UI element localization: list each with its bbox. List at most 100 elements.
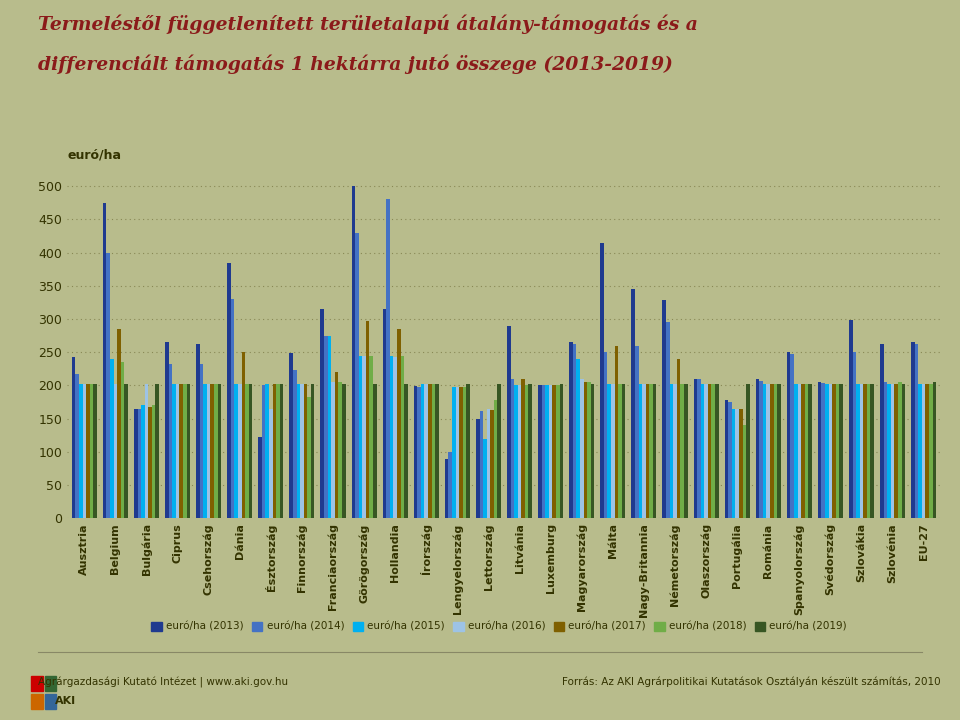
Bar <box>86 384 89 518</box>
Bar <box>642 384 646 518</box>
Bar <box>739 409 742 518</box>
Bar <box>590 384 594 518</box>
Bar <box>604 352 608 518</box>
Bar <box>662 300 666 518</box>
Bar <box>919 384 922 518</box>
Bar <box>141 405 145 518</box>
Bar <box>600 243 604 518</box>
Bar <box>756 379 759 518</box>
Bar <box>622 384 625 518</box>
Bar <box>145 384 148 518</box>
Bar <box>742 426 746 518</box>
Bar <box>210 384 214 518</box>
Bar <box>424 384 428 518</box>
Bar <box>134 409 137 518</box>
Bar <box>638 384 642 518</box>
Bar <box>653 384 657 518</box>
Bar <box>635 346 638 518</box>
Bar <box>925 384 929 518</box>
Bar <box>383 309 386 518</box>
Text: Forrás: Az AKI Agrárpolitikai Kutatások Osztályán készült számítás, 2010: Forrás: Az AKI Agrárpolitikai Kutatások … <box>563 677 941 688</box>
Bar <box>880 343 883 518</box>
Bar <box>932 382 936 518</box>
Bar <box>266 384 269 518</box>
Bar <box>31 676 42 691</box>
Bar <box>110 359 113 518</box>
Bar <box>238 384 242 518</box>
Bar <box>618 384 622 518</box>
Bar <box>666 323 670 518</box>
Bar <box>307 397 311 518</box>
Bar <box>573 344 576 518</box>
Bar <box>432 384 435 518</box>
Bar <box>787 352 790 518</box>
Bar <box>148 407 152 518</box>
Bar <box>684 384 687 518</box>
Bar <box>867 384 871 518</box>
Bar <box>156 384 159 518</box>
Bar <box>915 343 919 518</box>
Bar <box>176 384 180 518</box>
Bar <box>705 384 708 518</box>
Bar <box>735 409 739 518</box>
Bar <box>327 336 331 518</box>
Bar <box>891 384 895 518</box>
Bar <box>802 384 804 518</box>
Bar <box>366 321 370 518</box>
Bar <box>556 385 560 518</box>
Bar <box>895 384 898 518</box>
Bar <box>588 382 590 518</box>
Bar <box>774 384 778 518</box>
Bar <box>258 436 262 518</box>
Bar <box>584 382 588 518</box>
Bar <box>849 320 852 518</box>
Bar <box>632 289 635 518</box>
Bar <box>798 384 802 518</box>
Bar <box>825 384 828 518</box>
Bar <box>670 384 673 518</box>
Bar <box>273 384 276 518</box>
Bar <box>331 382 335 518</box>
Bar <box>428 384 432 518</box>
Bar <box>362 356 366 518</box>
Bar <box>818 382 822 518</box>
Bar <box>569 342 573 518</box>
Bar <box>580 379 584 518</box>
Bar <box>335 372 338 518</box>
Bar <box>541 385 545 518</box>
Bar <box>245 384 249 518</box>
Text: euró/ha: euró/ha <box>67 149 121 162</box>
Bar <box>860 384 863 518</box>
Bar <box>276 384 279 518</box>
Bar <box>552 385 556 518</box>
Bar <box>452 387 456 518</box>
Bar <box>711 384 715 518</box>
Bar <box>836 384 839 518</box>
Bar <box>83 384 86 518</box>
Bar <box>279 384 283 518</box>
Bar <box>311 384 315 518</box>
Bar <box>269 410 273 518</box>
Bar <box>856 384 860 518</box>
Bar <box>681 384 684 518</box>
Bar <box>300 384 303 518</box>
Bar <box>338 382 342 518</box>
Bar <box>152 405 156 518</box>
Bar <box>121 362 125 518</box>
Bar <box>649 384 653 518</box>
Bar <box>186 384 190 518</box>
Bar <box>887 384 891 518</box>
Bar <box>778 384 780 518</box>
Bar <box>321 309 324 518</box>
Bar <box>463 387 467 518</box>
Bar <box>491 410 493 518</box>
Bar <box>459 387 463 518</box>
Legend: euró/ha (2013), euró/ha (2014), euró/ha (2015), euró/ha (2016), euró/ha (2017), : euró/ha (2013), euró/ha (2014), euró/ha … <box>152 622 847 632</box>
Bar <box>708 384 711 518</box>
Bar <box>230 299 234 518</box>
Bar <box>677 359 681 518</box>
Bar <box>342 384 346 518</box>
Bar <box>560 384 564 518</box>
Bar <box>234 384 238 518</box>
Bar <box>206 384 210 518</box>
